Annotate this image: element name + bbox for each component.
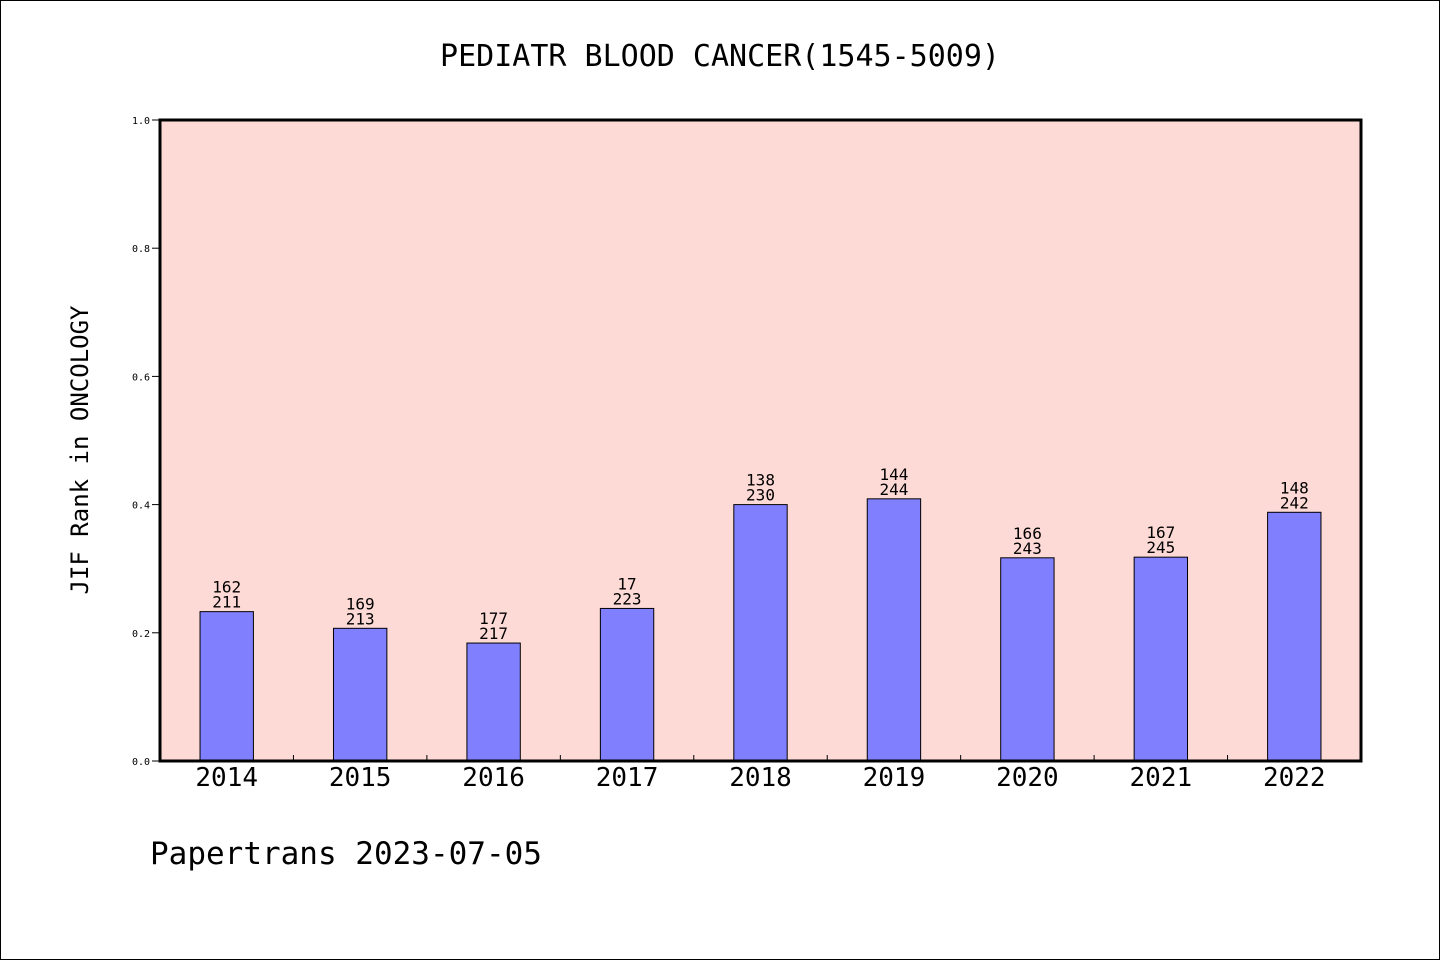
- bar-2015: [332, 627, 388, 762]
- bar-rank-label: 162: [212, 578, 241, 597]
- bar-total-label: 211: [212, 593, 241, 612]
- plot-border: [158, 118, 1363, 763]
- bar-total-label: 230: [746, 486, 775, 505]
- bar-series: [199, 498, 1322, 762]
- bar-rank-label: 17: [617, 574, 636, 593]
- bar-total-label: 217: [479, 624, 508, 643]
- bar-2020: [1000, 557, 1055, 762]
- bar-2022: [1267, 511, 1322, 762]
- bar-rank-label: 148: [1280, 478, 1309, 497]
- y-axis: 0.0 0.2 0.4 0.6 0.8 1.0: [132, 116, 160, 768]
- bar-total-label: 223: [613, 589, 642, 608]
- bar-rank-label: 177: [479, 609, 508, 628]
- x-tick-label: 2015: [329, 763, 392, 793]
- y-tick-label: 0.8: [132, 244, 150, 255]
- x-tick-label: 2019: [863, 763, 926, 793]
- x-tick-label: 2017: [596, 763, 659, 793]
- y-tick-label: 0.0: [132, 757, 150, 768]
- y-tick-label: 0.6: [132, 372, 150, 383]
- y-tick-label: 0.2: [132, 629, 150, 640]
- bar-rank-label: 138: [746, 471, 775, 490]
- chart-title: PEDIATR BLOOD CANCER(1545-5009): [440, 39, 1000, 74]
- x-tick-label: 2014: [195, 763, 258, 793]
- x-tick-label: 2018: [729, 763, 792, 793]
- bar-rank-label: 167: [1146, 523, 1175, 542]
- bar-rank-label: 169: [346, 594, 375, 613]
- bar-2018: [733, 504, 788, 762]
- bar-total-label: 243: [1013, 539, 1042, 558]
- bar-total-label: 245: [1146, 538, 1175, 557]
- bar-total-label: 242: [1280, 493, 1309, 512]
- y-tick-label: 0.4: [132, 501, 150, 512]
- footer-text: Papertrans 2023-07-05: [150, 836, 542, 872]
- bar-rank-label: 144: [879, 465, 908, 484]
- y-tick-label: 1.0: [132, 116, 150, 127]
- bar-2017: [599, 607, 655, 762]
- bar-total-label: 244: [879, 480, 908, 499]
- y-axis-label: JIF Rank in ONCOLOGY: [66, 305, 94, 595]
- bar-2021: [1133, 556, 1189, 762]
- bar-2014: [199, 611, 254, 762]
- x-tick-label: 2016: [462, 763, 525, 793]
- x-tick-label: 2022: [1263, 763, 1326, 793]
- bar-2019: [866, 498, 922, 762]
- x-tick-label: 2020: [996, 763, 1059, 793]
- bar-total-label: 213: [346, 609, 375, 628]
- x-tick-label: 2021: [1130, 763, 1193, 793]
- bar-2016: [466, 642, 521, 762]
- x-axis: 2014 2015 2016 2017 2018 2019 2020 2021 2022: [195, 755, 1326, 793]
- bar-rank-label: 166: [1013, 524, 1042, 543]
